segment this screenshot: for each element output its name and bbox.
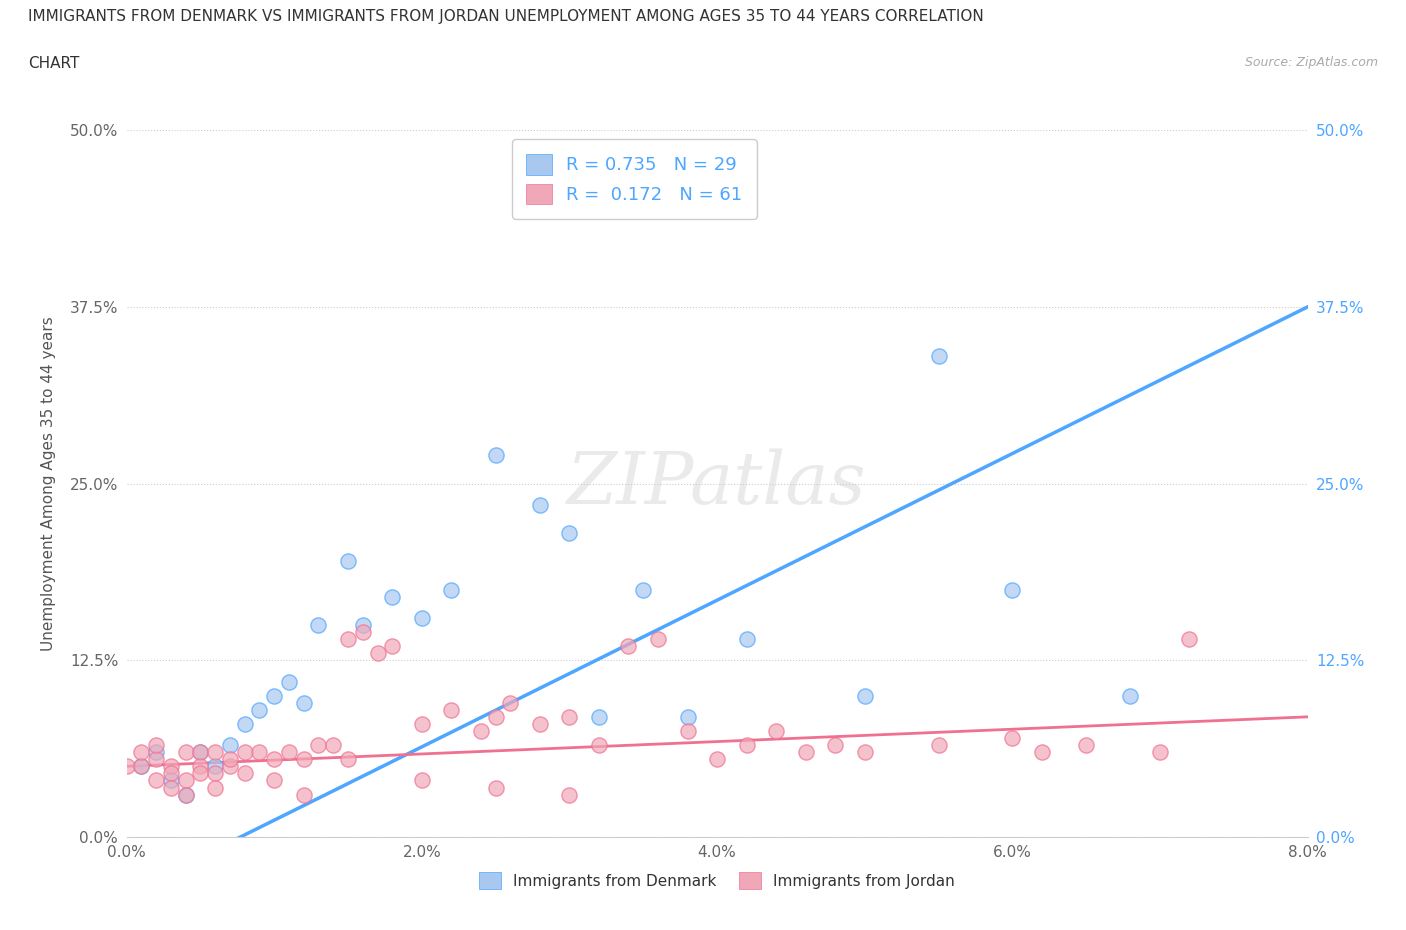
Point (617, 639, 640, 654)
Point (337, 554, 360, 569)
Point (204, 766, 226, 781)
Point (337, 631, 360, 646)
Point (1149, 745, 1171, 760)
Point (219, 751, 242, 766)
Point (440, 582, 463, 597)
Point (1001, 582, 1024, 597)
Point (411, 610, 433, 625)
Text: CHART: CHART (28, 56, 80, 71)
Legend: Immigrants from Denmark, Immigrants from Jordan: Immigrants from Denmark, Immigrants from… (468, 861, 966, 900)
Point (381, 590, 404, 604)
Point (160, 773, 183, 788)
Point (1001, 731, 1024, 746)
Point (588, 710, 610, 724)
Point (735, 737, 758, 752)
Point (1031, 745, 1053, 760)
Point (411, 773, 433, 788)
Point (233, 745, 256, 760)
Point (1119, 688, 1142, 703)
Point (129, 759, 153, 774)
Point (676, 724, 699, 738)
Point (278, 745, 301, 760)
Point (484, 710, 508, 724)
Point (174, 745, 197, 760)
Y-axis label: Unemployment Among Ages 35 to 44 years: Unemployment Among Ages 35 to 44 years (41, 316, 56, 651)
Point (529, 498, 551, 512)
Point (129, 759, 153, 774)
Point (558, 525, 581, 540)
Point (824, 737, 846, 752)
Point (204, 745, 226, 760)
Point (174, 787, 197, 802)
Point (647, 631, 669, 646)
Point (263, 751, 285, 766)
Point (174, 787, 197, 802)
Point (676, 710, 699, 724)
Point (145, 773, 167, 788)
Point (204, 759, 226, 774)
Point (928, 349, 950, 364)
Point (558, 710, 581, 724)
Point (145, 745, 167, 760)
Point (706, 751, 728, 766)
Point (174, 773, 197, 788)
Point (247, 745, 270, 760)
Point (381, 639, 404, 654)
Point (188, 766, 211, 781)
Point (219, 759, 242, 774)
Point (588, 737, 610, 752)
Point (188, 745, 211, 760)
Point (263, 688, 285, 703)
Point (1178, 631, 1201, 646)
Point (322, 737, 344, 752)
Point (853, 745, 876, 760)
Point (470, 724, 492, 738)
Point (484, 448, 508, 463)
Point (292, 751, 315, 766)
Point (735, 631, 758, 646)
Point (529, 716, 551, 731)
Point (233, 716, 256, 731)
Point (188, 759, 211, 774)
Point (307, 618, 329, 632)
Point (204, 780, 226, 795)
Point (794, 745, 817, 760)
Point (352, 625, 374, 640)
Point (307, 737, 329, 752)
Text: ZIPatlas: ZIPatlas (567, 448, 868, 519)
Point (411, 716, 433, 731)
Point (633, 582, 655, 597)
Point (160, 759, 183, 774)
Point (337, 751, 360, 766)
Point (219, 737, 242, 752)
Point (292, 696, 315, 711)
Point (115, 759, 138, 774)
Point (129, 745, 153, 760)
Point (765, 724, 787, 738)
Point (440, 702, 463, 717)
Point (233, 766, 256, 781)
Point (160, 780, 183, 795)
Point (145, 737, 167, 752)
Text: Source: ZipAtlas.com: Source: ZipAtlas.com (1244, 56, 1378, 69)
Point (278, 674, 301, 689)
Point (263, 773, 285, 788)
Point (484, 780, 508, 795)
Point (499, 696, 522, 711)
Point (853, 688, 876, 703)
Point (928, 737, 950, 752)
Point (160, 766, 183, 781)
Point (292, 787, 315, 802)
Point (247, 702, 270, 717)
Point (558, 787, 581, 802)
Point (1076, 737, 1098, 752)
Point (145, 751, 167, 766)
Point (188, 745, 211, 760)
Point (352, 618, 374, 632)
Point (366, 645, 388, 660)
Text: IMMIGRANTS FROM DENMARK VS IMMIGRANTS FROM JORDAN UNEMPLOYMENT AMONG AGES 35 TO : IMMIGRANTS FROM DENMARK VS IMMIGRANTS FR… (28, 9, 984, 24)
